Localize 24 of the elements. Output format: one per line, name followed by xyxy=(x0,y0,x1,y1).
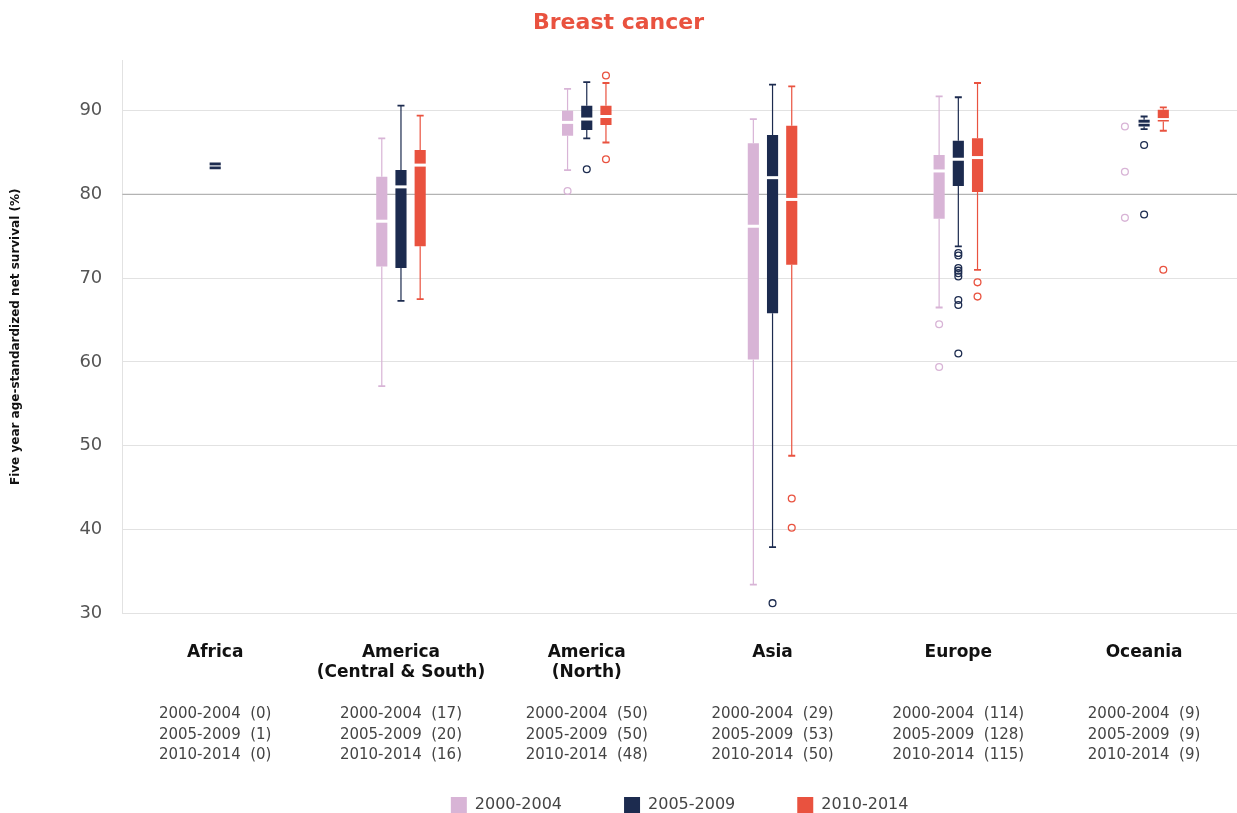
y-tick-label: 30 xyxy=(79,600,103,622)
text: 2000-2004 (0) 2005-2009 (1) 2010-2014 (0) xyxy=(158,703,272,765)
legend-label: 2000-2004 xyxy=(474,794,563,813)
chart-title: Breast cancer xyxy=(532,8,705,34)
text: 2000-2004 (29) 2005-2009 (53) 2010-2014 (50) xyxy=(711,703,834,765)
y-tick-label: 80 xyxy=(79,182,103,204)
y-tick-label: 70 xyxy=(79,265,103,287)
x-tick-label: Oceania xyxy=(1105,640,1183,661)
x-tick-label: America (North) xyxy=(547,640,626,682)
text: 2000-2004 (9) 2005-2009 (9) 2010-2014 (9) xyxy=(1087,703,1201,765)
y-tick-label: 90 xyxy=(79,98,103,120)
y-tick-label: 50 xyxy=(79,433,103,455)
legend-label: 2005-2009 xyxy=(648,794,736,813)
x-tick-label: Europe xyxy=(924,640,993,661)
y-tick-label: 60 xyxy=(79,349,103,371)
y-tick-label: 40 xyxy=(79,517,103,539)
legend-label: 2010-2014 xyxy=(821,794,909,813)
y-axis-title: Five year age-standardized net survival (%) xyxy=(8,188,23,486)
x-tick-label: America (Central & South) xyxy=(316,640,486,682)
text: 2000-2004 (114) 2005-2009 (128) 2010-2014 (115) xyxy=(892,703,1025,765)
x-tick-label: Africa xyxy=(187,640,244,661)
x-tick-label: Asia xyxy=(752,640,793,661)
text: 2000-2004 (50) 2005-2009 (50) 2010-2014 (48) xyxy=(525,703,648,765)
text: 2000-2004 (17) 2005-2009 (20) 2010-2014 (16) xyxy=(339,703,463,765)
